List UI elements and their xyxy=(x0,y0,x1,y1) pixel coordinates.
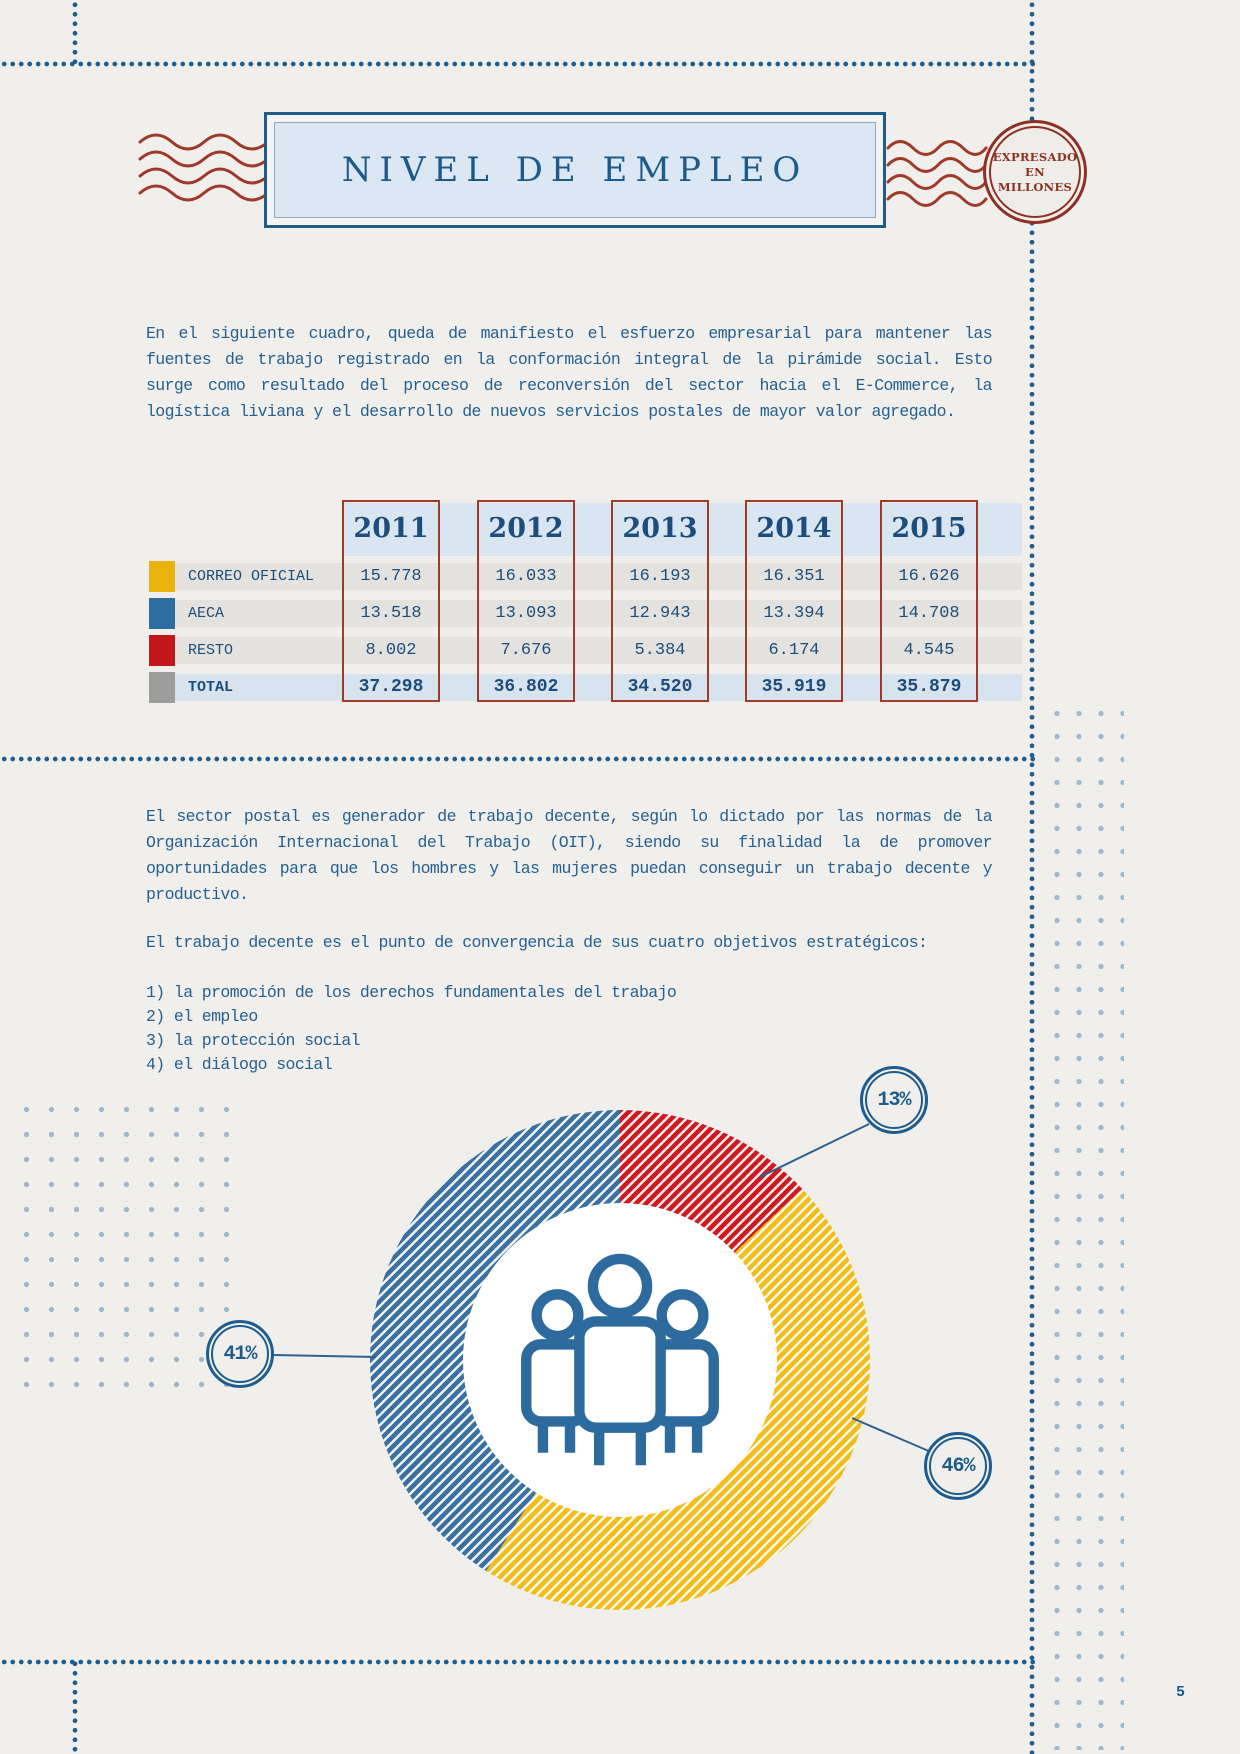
right-dotted-border xyxy=(1029,0,1035,1754)
title-banner: NIVEL DE EMPLEO xyxy=(264,112,886,228)
list-item: 1) la promoción de los derechos fundamen… xyxy=(146,983,677,1002)
year-column-box xyxy=(745,500,843,702)
table-header-band xyxy=(342,503,1022,556)
objetivos-list: 1) la promoción de los derechos fundamen… xyxy=(146,981,677,1077)
stamp-line-2: EN xyxy=(1025,164,1045,179)
top-dotted-divider xyxy=(0,61,1035,67)
table-cell: 5.384 xyxy=(634,641,686,660)
people-group-icon xyxy=(521,1253,719,1466)
row-label: CORREO OFICIAL xyxy=(188,568,315,585)
table-cell: 6.174 xyxy=(768,641,820,660)
postal-stamp-text: EXPRESADO EN MILLONES xyxy=(989,126,1081,218)
page-number: 5 xyxy=(1176,1684,1186,1701)
table-cell: 7.676 xyxy=(500,641,552,660)
pct-label-resto: 13% xyxy=(877,1088,911,1112)
right-dot-grid-decoration xyxy=(1046,702,1124,1750)
table-cell: 16.626 xyxy=(898,567,960,586)
table-cell-total: 35.919 xyxy=(761,677,827,697)
table-cell-total: 36.802 xyxy=(493,677,559,697)
row-band-correo-oficial xyxy=(149,563,1022,590)
stamp-line-3: MILLONES xyxy=(997,179,1073,194)
convergencia-line: El trabajo decente es el punto de conver… xyxy=(146,933,928,952)
oit-paragraph: El sector postal es generador de trabajo… xyxy=(146,807,993,904)
postal-wave-marks-right-icon xyxy=(886,140,988,207)
row-band-resto xyxy=(149,637,1022,664)
pct-label-aeca: 41% xyxy=(223,1342,257,1366)
table-cell: 15.778 xyxy=(360,567,422,586)
bottom-dotted-divider xyxy=(0,1659,1035,1665)
left-dot-grid-decoration xyxy=(14,1097,230,1397)
pct-callout-aeca: 41% xyxy=(206,1320,274,1388)
table-cell-total: 37.298 xyxy=(358,677,424,697)
legend-swatch-resto xyxy=(149,635,175,666)
middle-dotted-divider xyxy=(0,756,1035,762)
bottom-left-dotted-border xyxy=(72,1659,78,1754)
postal-wave-marks-left-icon xyxy=(138,133,270,202)
pct-callout-correo: 46% xyxy=(924,1432,992,1500)
table-cell: 16.033 xyxy=(495,567,557,586)
row-band-aeca xyxy=(149,600,1022,627)
legend-swatch-aeca xyxy=(149,598,175,629)
list-item: 2) el empleo xyxy=(146,1007,258,1026)
table-cell: 14.708 xyxy=(898,604,960,623)
stamp-line-1: EXPRESADO xyxy=(992,149,1078,164)
intro-paragraph: En el siguiente cuadro, queda de manifie… xyxy=(146,324,993,421)
donut-chart-center xyxy=(463,1203,777,1517)
year-header: 2012 xyxy=(488,513,564,544)
year-header: 2015 xyxy=(891,513,967,544)
list-item: 3) la protección social xyxy=(146,1031,361,1050)
table-cell: 12.943 xyxy=(629,604,691,623)
year-column-box xyxy=(880,500,978,702)
year-column-box xyxy=(611,500,709,702)
top-left-dotted-border xyxy=(72,0,78,68)
pct-label-correo: 46% xyxy=(941,1454,975,1478)
row-label: TOTAL xyxy=(188,679,234,696)
title-banner-inner: NIVEL DE EMPLEO xyxy=(274,122,876,218)
year-header: 2014 xyxy=(756,513,832,544)
row-label: AECA xyxy=(188,605,225,622)
year-header: 2013 xyxy=(622,513,698,544)
postal-stamp: EXPRESADO EN MILLONES xyxy=(983,120,1087,224)
table-cell: 13.518 xyxy=(360,604,422,623)
list-item: 4) el diálogo social xyxy=(146,1055,333,1074)
row-label: RESTO xyxy=(188,642,234,659)
year-column-box xyxy=(342,500,440,702)
table-cell: 13.093 xyxy=(495,604,557,623)
table-cell-total: 35.879 xyxy=(896,677,962,697)
year-header: 2011 xyxy=(353,513,429,544)
table-cell: 4.545 xyxy=(903,641,955,660)
table-cell: 16.351 xyxy=(763,567,825,586)
table-cell: 13.394 xyxy=(763,604,825,623)
legend-swatch-correo-oficial xyxy=(149,561,175,592)
row-band-total xyxy=(149,674,1022,701)
table-cell: 16.193 xyxy=(629,567,691,586)
page-title: NIVEL DE EMPLEO xyxy=(341,150,809,190)
table-cell-total: 34.520 xyxy=(627,677,693,697)
pct-callout-resto: 13% xyxy=(860,1066,928,1134)
year-column-box xyxy=(477,500,575,702)
legend-swatch-total xyxy=(149,672,175,703)
table-cell: 8.002 xyxy=(365,641,417,660)
